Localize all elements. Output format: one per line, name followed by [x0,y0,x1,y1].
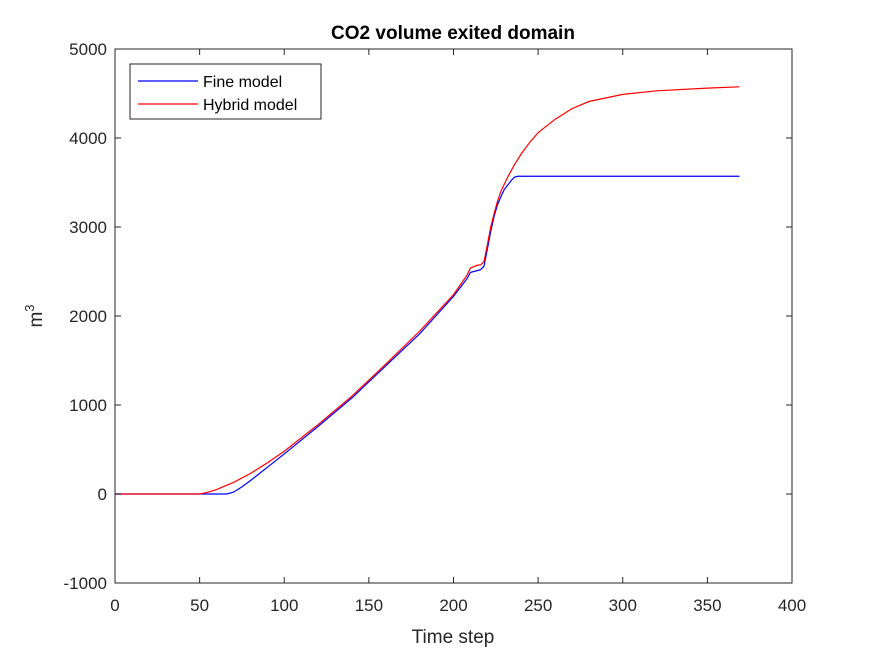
x-tick-label: 400 [778,596,806,615]
x-tick-label: 350 [693,596,721,615]
legend-box [129,63,322,120]
series-line-fine-model [115,175,740,495]
x-axis-ticks: 0 50 100 150 200 250 300 350 400 [110,49,806,615]
series-layer [115,86,740,495]
x-tick-label: 50 [190,596,209,615]
series-line-hybrid-model [115,86,740,495]
legend-label-hybrid-model: Hybrid model [203,97,297,114]
legend: Fine model Hybrid model [129,63,322,120]
y-tick-label: -1000 [64,574,107,593]
y-tick-label: 5000 [69,40,107,59]
x-tick-label: 100 [270,596,298,615]
y-axis-label-base: m [26,312,47,328]
plot-area [114,48,793,584]
x-tick-label: 200 [439,596,467,615]
x-tick-label: 150 [355,596,383,615]
x-tick-label: 0 [110,596,119,615]
y-tick-label: 4000 [69,129,107,148]
y-tick-label: 3000 [69,218,107,237]
y-tick-label: 2000 [69,307,107,326]
y-axis-label-superscript: 3 [22,304,37,311]
y-axis-label: m3 [22,304,47,327]
y-tick-label: 0 [98,485,107,504]
chart-title: CO2 volume exited domain [331,23,575,44]
x-tick-label: 250 [524,596,552,615]
y-tick-label: 1000 [69,396,107,415]
x-tick-label: 300 [609,596,637,615]
y-axis-ticks: -1000 0 1000 2000 3000 4000 5000 [64,40,792,593]
legend-label-fine-model: Fine model [203,74,282,91]
x-axis-label: Time step [412,627,495,648]
